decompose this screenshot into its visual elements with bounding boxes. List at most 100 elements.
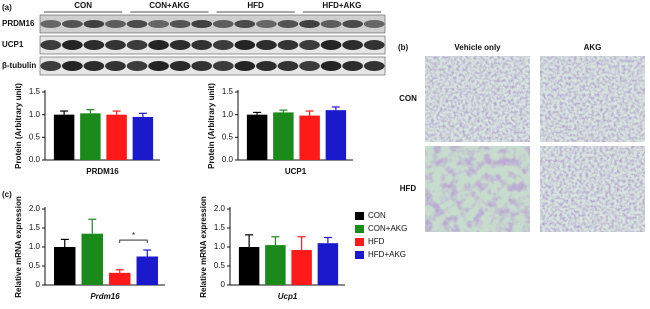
legend-label: CON+AKG [368, 224, 407, 233]
x-axis-label: Prdm16 [90, 292, 120, 301]
y-tick-label: 1.5 [214, 223, 226, 232]
blot-band [148, 61, 169, 71]
y-tick-label: 1.0 [214, 242, 226, 251]
blot-band [320, 40, 342, 50]
blot-band [126, 40, 148, 50]
blot-band [342, 61, 364, 71]
blot-row-label: UCP1 [2, 40, 24, 49]
y-axis-label: Protein (Arbitrary unit) [207, 83, 216, 169]
blot-band [61, 61, 83, 71]
blot-band [363, 40, 385, 50]
blot-band [191, 61, 213, 71]
panel-label: (c) [2, 190, 12, 199]
histology-texture [540, 146, 645, 232]
y-tick-label: 1.5 [29, 223, 41, 232]
y-tick-label: 1.5 [29, 87, 41, 96]
legend-swatch [355, 212, 364, 220]
y-tick-label: 1.0 [29, 110, 41, 119]
bar [106, 114, 127, 160]
blot-band [83, 61, 105, 71]
blot-band [342, 40, 364, 50]
charts: 0.0 0.5 1.0 1.5 Protein (Arbitrary unit) PRDM… [14, 83, 407, 301]
legend-label: HFD [368, 237, 385, 246]
blot-band [212, 40, 234, 50]
bar [299, 115, 320, 160]
blot-band [299, 40, 320, 50]
blot-band [342, 20, 364, 28]
y-tick-label: 1.0 [222, 110, 234, 119]
significance-marker: * [132, 231, 135, 240]
blot-band [105, 20, 126, 28]
blot-band [83, 20, 105, 28]
y-axis-label: Relative mRNA expression [14, 196, 23, 298]
blot-band [277, 40, 299, 50]
bar [325, 110, 347, 160]
blot-column-label: HFD+AKG [322, 1, 361, 10]
histology-texture [425, 146, 530, 232]
y-tick-label: 0 [221, 280, 226, 289]
blot-row-label: β-tubulin [2, 61, 36, 70]
blot-band [320, 20, 342, 28]
x-axis-label: PRDM16 [86, 167, 119, 176]
blot-band [234, 61, 256, 71]
x-axis-label: UCP1 [285, 167, 307, 176]
bar [291, 250, 312, 285]
y-tick-label: 0.5 [214, 261, 226, 270]
x-axis-label: Ucp1 [278, 292, 298, 301]
blot-band [61, 20, 83, 28]
blot-band [40, 20, 62, 28]
blot-band [169, 40, 191, 50]
blot-band [277, 61, 299, 71]
bar [273, 112, 294, 160]
blot-column-label: CON+AKG [149, 1, 189, 10]
y-tick-label: 1.0 [29, 242, 41, 251]
y-tick-label: 0.0 [222, 155, 234, 164]
blot-band [148, 20, 169, 28]
blot-band [212, 61, 234, 71]
blot-band [148, 40, 169, 50]
y-tick-label: 0.5 [29, 261, 41, 270]
y-tick-label: 0.5 [222, 132, 234, 141]
blot-band [105, 61, 126, 71]
bar [132, 116, 154, 160]
y-axis-label: Relative mRNA expression [199, 196, 208, 298]
y-tick-label: 2.0 [214, 204, 226, 213]
blot-band [105, 40, 126, 50]
blot-band [40, 40, 62, 50]
bar [238, 247, 260, 285]
blot-band [299, 61, 320, 71]
blot-band [299, 20, 320, 28]
histology-column-label: Vehicle only [454, 43, 501, 52]
legend-swatch [355, 238, 364, 246]
blot-band [277, 20, 299, 28]
blot-strip [39, 35, 386, 55]
western-blot: CON CON+AKG HFD HFD+AKG PRDM16 UCP1 β-tubulin [2, 1, 386, 76]
y-tick-label: 1.5 [222, 87, 234, 96]
histology-texture [425, 56, 530, 142]
blot-band [320, 61, 342, 71]
blot-row-label: PRDM16 [2, 19, 35, 28]
significance-bracket [119, 239, 148, 244]
blot-column-label: HFD [247, 1, 264, 10]
legend-label: HFD+AKG [368, 250, 406, 259]
bar [265, 245, 286, 285]
blot-band [83, 40, 105, 50]
blot-band [212, 20, 234, 28]
panel-label: (b) [398, 43, 409, 52]
bar [54, 247, 76, 285]
blot-band [169, 61, 191, 71]
legend-label: CON [368, 211, 386, 220]
y-axis-label: Protein (Arbitrary unit) [14, 83, 23, 169]
bar [53, 114, 75, 160]
histology-row-label: CON [399, 94, 417, 103]
blot-strip [39, 56, 386, 76]
blot-band [191, 20, 213, 28]
blot-band [363, 61, 385, 71]
histology-column-label: AKG [584, 43, 602, 52]
blot-column-label: CON [74, 1, 92, 10]
blot-band [169, 20, 191, 28]
bar [80, 113, 101, 160]
histology: Vehicle only AKG CON HFD [399, 43, 645, 232]
y-tick-label: 0 [36, 280, 41, 289]
